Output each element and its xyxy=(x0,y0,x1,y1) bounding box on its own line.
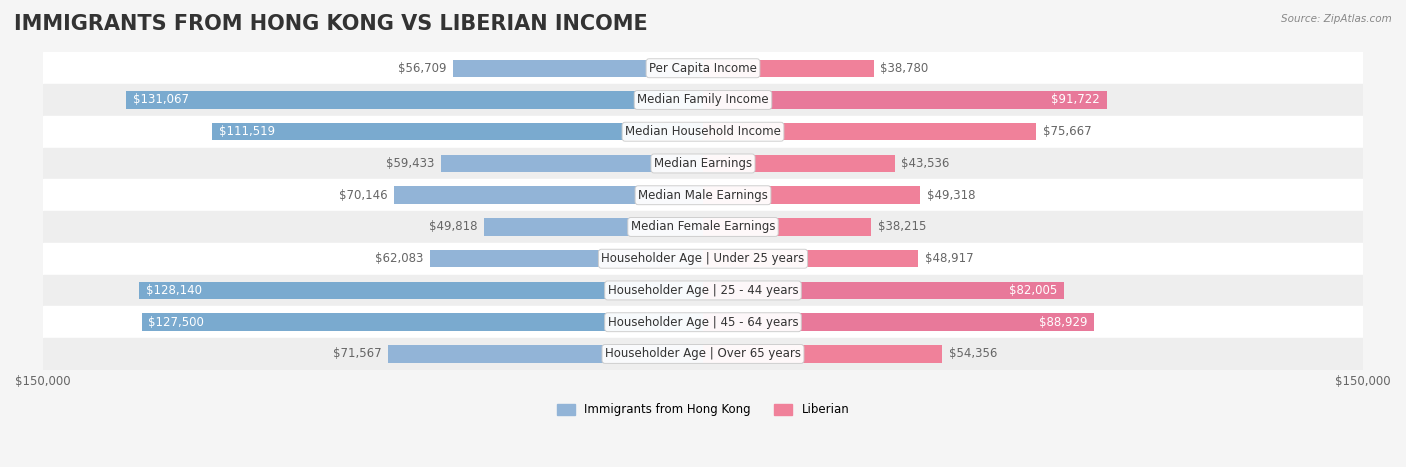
Text: $131,067: $131,067 xyxy=(132,93,188,106)
Bar xyxy=(42,243,1364,275)
Bar xyxy=(394,186,703,204)
Text: Per Capita Income: Per Capita Income xyxy=(650,62,756,75)
Text: Median Household Income: Median Household Income xyxy=(626,125,780,138)
Text: $49,818: $49,818 xyxy=(429,220,477,234)
Bar xyxy=(42,306,1364,338)
Bar xyxy=(703,218,872,236)
Text: $48,917: $48,917 xyxy=(925,252,973,265)
Text: $82,005: $82,005 xyxy=(1010,284,1057,297)
Text: $91,722: $91,722 xyxy=(1052,93,1099,106)
Text: $43,536: $43,536 xyxy=(901,157,949,170)
Legend: Immigrants from Hong Kong, Liberian: Immigrants from Hong Kong, Liberian xyxy=(553,399,853,421)
Bar xyxy=(42,338,1364,370)
Text: Source: ZipAtlas.com: Source: ZipAtlas.com xyxy=(1281,14,1392,24)
Text: $59,433: $59,433 xyxy=(387,157,434,170)
Bar xyxy=(703,313,1094,331)
Text: $38,780: $38,780 xyxy=(880,62,928,75)
Text: Median Male Earnings: Median Male Earnings xyxy=(638,189,768,202)
Text: Median Family Income: Median Family Income xyxy=(637,93,769,106)
Bar xyxy=(388,345,703,363)
Text: $54,356: $54,356 xyxy=(949,347,997,361)
Text: $75,667: $75,667 xyxy=(1043,125,1091,138)
Text: $49,318: $49,318 xyxy=(927,189,976,202)
Bar xyxy=(703,155,894,172)
Bar xyxy=(441,155,703,172)
Text: $127,500: $127,500 xyxy=(149,316,204,329)
Text: $71,567: $71,567 xyxy=(333,347,381,361)
Text: Median Female Earnings: Median Female Earnings xyxy=(631,220,775,234)
Bar xyxy=(42,116,1364,148)
Bar xyxy=(453,59,703,77)
Text: $56,709: $56,709 xyxy=(398,62,447,75)
Bar xyxy=(212,123,703,141)
Bar xyxy=(42,148,1364,179)
Bar xyxy=(127,91,703,109)
Bar xyxy=(703,345,942,363)
Text: Householder Age | 45 - 64 years: Householder Age | 45 - 64 years xyxy=(607,316,799,329)
Text: $88,929: $88,929 xyxy=(1039,316,1088,329)
Bar xyxy=(42,84,1364,116)
Bar xyxy=(703,250,918,268)
Bar xyxy=(42,211,1364,243)
Bar xyxy=(703,123,1036,141)
Text: $62,083: $62,083 xyxy=(375,252,423,265)
Text: $70,146: $70,146 xyxy=(339,189,388,202)
Text: $128,140: $128,140 xyxy=(146,284,201,297)
Bar xyxy=(42,275,1364,306)
Bar xyxy=(703,282,1064,299)
Bar xyxy=(703,59,873,77)
Bar xyxy=(142,313,703,331)
Bar xyxy=(430,250,703,268)
Text: Householder Age | 25 - 44 years: Householder Age | 25 - 44 years xyxy=(607,284,799,297)
Text: Householder Age | Under 25 years: Householder Age | Under 25 years xyxy=(602,252,804,265)
Text: IMMIGRANTS FROM HONG KONG VS LIBERIAN INCOME: IMMIGRANTS FROM HONG KONG VS LIBERIAN IN… xyxy=(14,14,648,34)
Bar xyxy=(42,179,1364,211)
Text: Householder Age | Over 65 years: Householder Age | Over 65 years xyxy=(605,347,801,361)
Text: Median Earnings: Median Earnings xyxy=(654,157,752,170)
Bar xyxy=(42,52,1364,84)
Bar xyxy=(703,186,920,204)
Text: $111,519: $111,519 xyxy=(219,125,276,138)
Bar xyxy=(484,218,703,236)
Text: $38,215: $38,215 xyxy=(877,220,927,234)
Bar xyxy=(703,91,1107,109)
Bar xyxy=(139,282,703,299)
